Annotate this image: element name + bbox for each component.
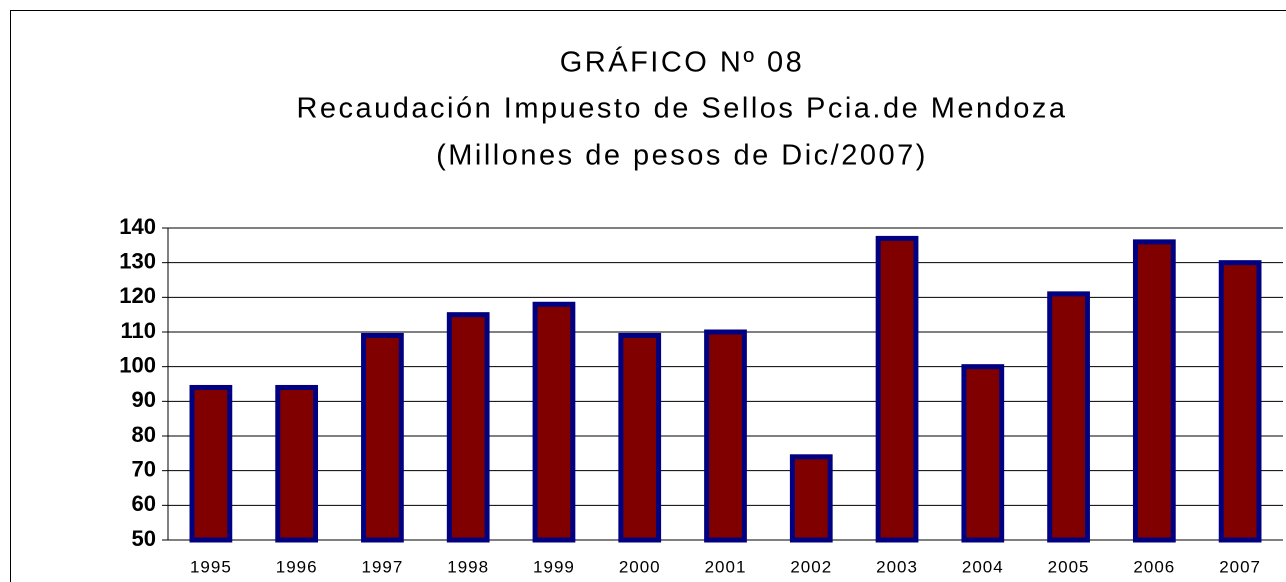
- bar: [532, 301, 576, 543]
- x-tick-label: 2003: [876, 557, 918, 576]
- y-tick-label: 110: [121, 318, 157, 343]
- bar: [704, 329, 747, 543]
- chart-title: (Millones de pesos de Dic/2007): [436, 140, 928, 172]
- x-tick-label: 1996: [276, 557, 318, 576]
- y-tick-label: 50: [132, 526, 156, 551]
- x-tick-label: 1998: [447, 557, 489, 576]
- y-tick-label: 60: [132, 491, 156, 516]
- bar: [618, 332, 662, 543]
- x-tick-label: 2006: [1133, 557, 1175, 576]
- x-tick-label: 1997: [362, 557, 404, 576]
- bar: [1218, 260, 1262, 543]
- y-tick-label: 120: [119, 283, 156, 308]
- bar: [1132, 239, 1176, 543]
- bar: [789, 454, 833, 543]
- y-tick-label: 70: [132, 456, 156, 481]
- bar: [361, 332, 404, 543]
- y-tick-label: 80: [132, 422, 156, 447]
- y-tick-label: 100: [119, 352, 156, 377]
- y-tick-label: 90: [132, 387, 156, 412]
- x-tick-label: 1999: [533, 557, 575, 576]
- bar: [875, 235, 919, 543]
- x-tick-label: 2001: [705, 557, 747, 576]
- x-tick-label: 2000: [619, 557, 661, 576]
- x-tick-label: 2005: [1048, 557, 1090, 576]
- chart-title: Recaudación Impuesto de Sellos Pcia.de M…: [296, 93, 1067, 125]
- bar: [189, 384, 233, 543]
- bar: [1047, 291, 1090, 543]
- y-tick-label: 130: [119, 248, 156, 273]
- bar: [961, 364, 1005, 543]
- x-tick-label: 2002: [790, 557, 832, 576]
- bar: [275, 384, 319, 543]
- bar: [446, 312, 490, 543]
- y-tick-label: 140: [119, 214, 156, 239]
- x-tick-label: 2004: [962, 557, 1004, 576]
- x-tick-label: 1995: [190, 557, 232, 576]
- chart-title: GRÁFICO Nº 08: [560, 46, 805, 79]
- x-tick-label: 2007: [1219, 557, 1261, 576]
